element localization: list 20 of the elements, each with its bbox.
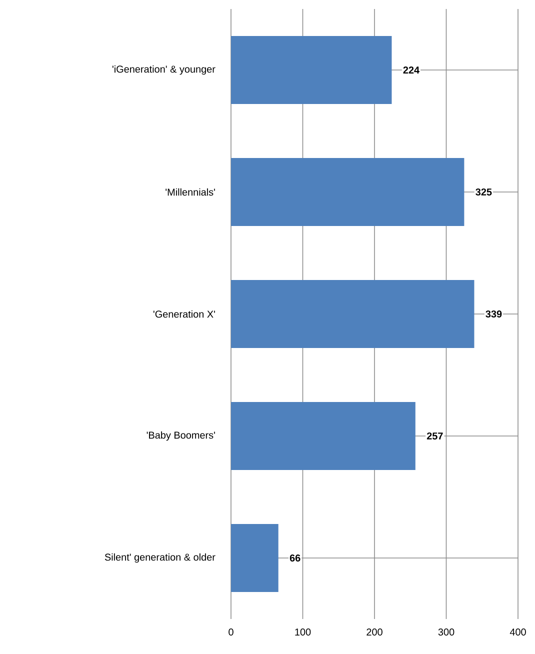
data-label: 66 bbox=[290, 554, 300, 562]
x-tick-label: 300 bbox=[438, 628, 454, 636]
y-tick-label: 'Baby Boomers' bbox=[146, 431, 215, 441]
y-tick-label: 'iGeneration' & younger bbox=[112, 65, 216, 75]
data-label: 339 bbox=[486, 310, 502, 318]
data-label: 224 bbox=[403, 66, 420, 74]
bar bbox=[231, 402, 416, 470]
x-tick-label: 100 bbox=[295, 628, 311, 636]
bar bbox=[231, 280, 474, 348]
bar bbox=[231, 36, 392, 104]
data-label: 257 bbox=[426, 432, 443, 440]
x-tick-label: 400 bbox=[510, 628, 526, 636]
y-tick-label: 'Millennials' bbox=[166, 188, 215, 196]
bar bbox=[231, 524, 278, 592]
bar bbox=[231, 158, 464, 226]
data-label: 325 bbox=[476, 188, 492, 196]
y-tick-label: Silent' generation & older bbox=[104, 553, 216, 563]
y-tick-label: 'Generation X' bbox=[153, 310, 215, 318]
x-tick-label: 200 bbox=[366, 628, 382, 636]
x-tick-label: 0 bbox=[228, 628, 234, 636]
